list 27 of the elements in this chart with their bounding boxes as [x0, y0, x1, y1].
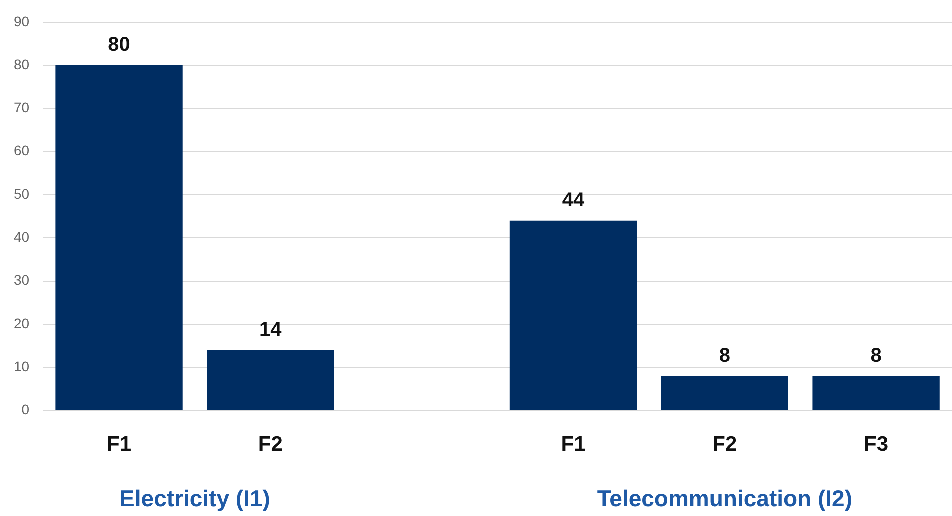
bar [812, 376, 940, 410]
text: Electricity (I1) [120, 485, 270, 512]
data-label: 44 [562, 189, 586, 212]
data-label: 14 [260, 318, 283, 341]
y-tick-label: 50 [14, 186, 30, 202]
y-tick-label: 40 [14, 229, 30, 246]
y-tick-label: 0 [22, 402, 30, 418]
text: Telecommunication (I2) [597, 485, 852, 512]
bar [661, 376, 788, 410]
y-tick-label: 20 [14, 315, 30, 332]
data-label: 8 [719, 344, 730, 367]
x-tick-label: F2 [712, 433, 738, 456]
x-tick-label: F2 [258, 433, 283, 456]
y-tick-label: 80 [14, 56, 30, 72]
bar [207, 350, 334, 410]
data-label: 8 [870, 344, 882, 367]
bar [510, 220, 638, 410]
y-tick-label: 10 [14, 358, 30, 375]
data-label: 80 [108, 34, 130, 56]
y-tick-label: 60 [14, 142, 30, 159]
y-tick-label: 90 [14, 13, 30, 30]
y-tick-label: 30 [14, 272, 30, 288]
y-tick-label: 70 [14, 100, 30, 116]
bar [56, 66, 183, 410]
x-tick-label: F3 [864, 433, 889, 456]
x-tick-label: F1 [107, 433, 132, 456]
x-tick-label: F1 [561, 433, 586, 456]
